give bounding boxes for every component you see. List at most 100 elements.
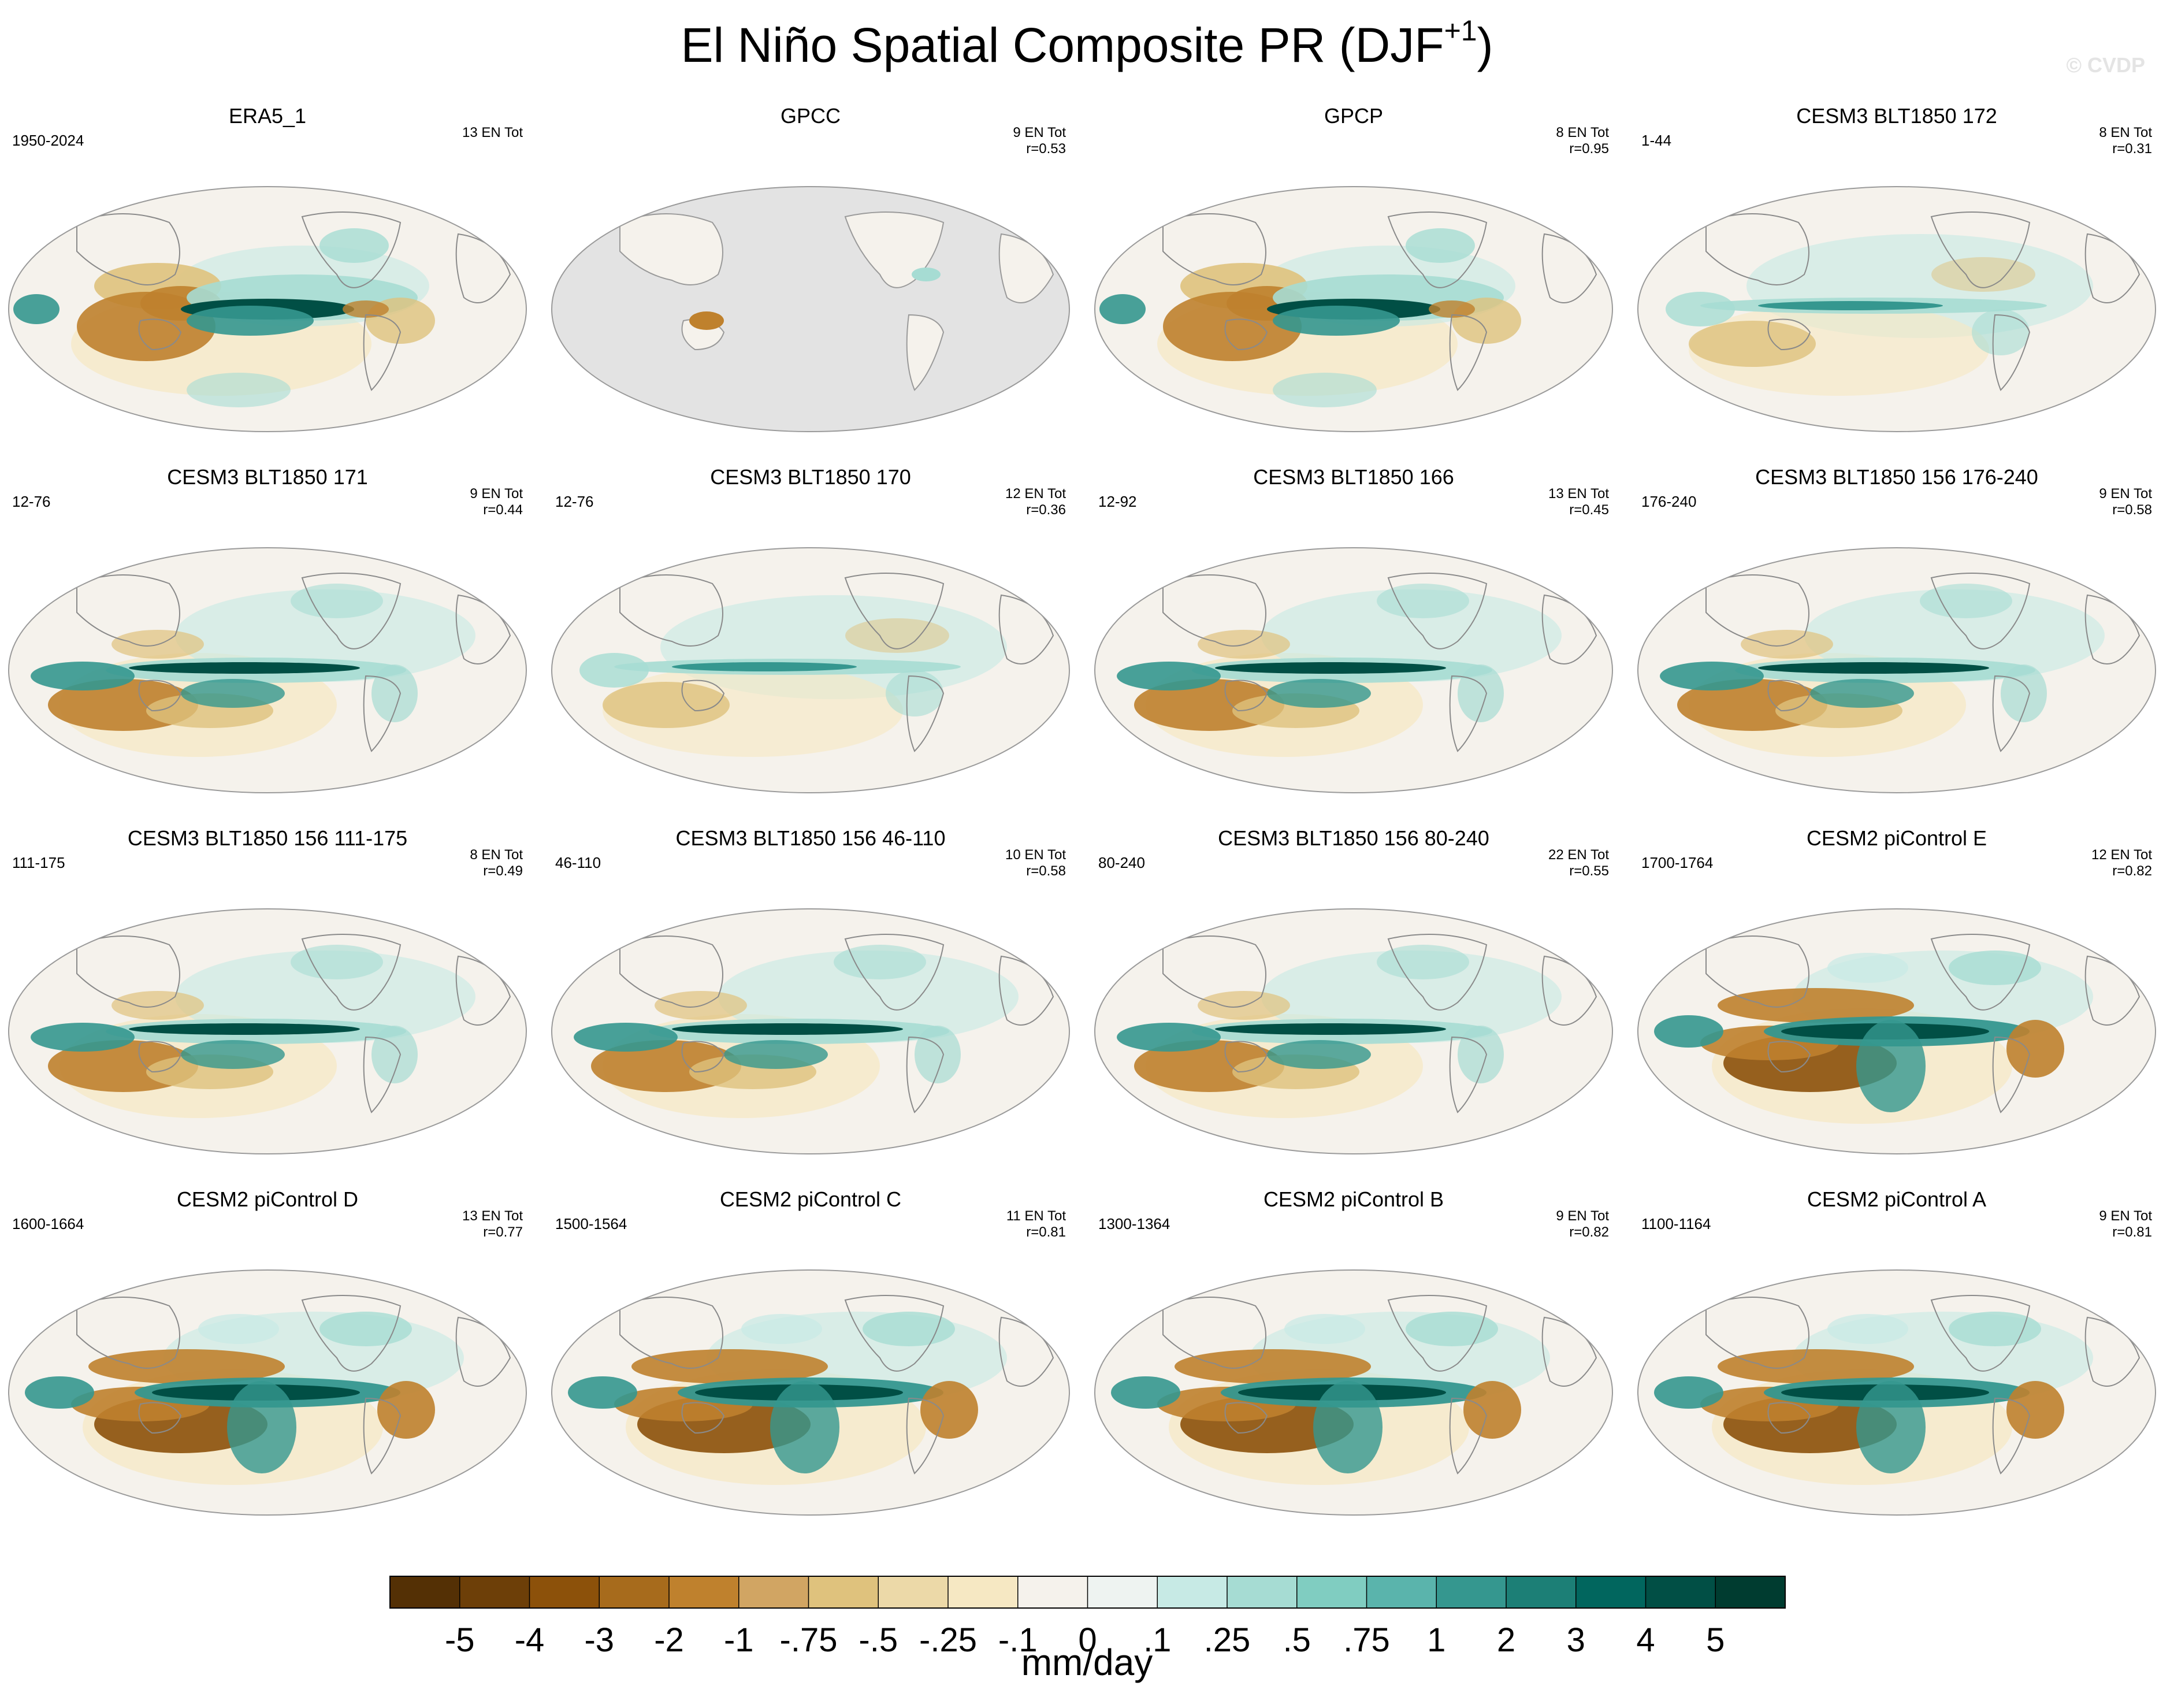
- precip-anomaly-blob: [1856, 1381, 1926, 1473]
- colorbar-tick-label: -.75: [780, 1621, 838, 1659]
- colorbar-segment: [1227, 1576, 1298, 1608]
- precip-anomaly-blob: [574, 1023, 678, 1052]
- precip-anomaly-blob: [1458, 664, 1504, 722]
- coastline: [1767, 680, 1811, 712]
- precip-anomaly-blob: [672, 662, 857, 671]
- map-border: [551, 1269, 1070, 1516]
- colorbar-segment: [878, 1576, 949, 1608]
- robinson-map: [1637, 186, 2156, 432]
- precip-anomaly-blob: [1215, 1023, 1446, 1035]
- precip-anomaly-blob: [1654, 1015, 1723, 1048]
- coastline: [138, 680, 182, 712]
- colorbar-tick-label: 0: [1078, 1621, 1097, 1659]
- event-count: 12 EN Tot: [2091, 847, 2152, 863]
- map-border: [551, 186, 1070, 432]
- precip-anomaly-blob: [1099, 294, 1146, 324]
- map-panel: GPCP 8 EN Tot r=0.95: [1088, 104, 1619, 462]
- event-count: 13 EN Tot: [462, 1208, 523, 1224]
- panel-stats: 9 EN Tot r=0.53: [1013, 125, 1066, 157]
- robinson-map: [551, 1269, 1070, 1516]
- colorbar-tick-label: .1: [1143, 1621, 1171, 1659]
- colorbar-segment: [1506, 1576, 1577, 1608]
- map-border: [8, 1269, 527, 1516]
- robinson-map: [8, 547, 527, 793]
- robinson-map: [551, 908, 1070, 1154]
- colorbar-tick-label: 1: [1427, 1621, 1445, 1659]
- panel-years: 46-110: [555, 854, 601, 871]
- panel-title: GPCC: [780, 104, 841, 128]
- pattern-correlation: r=0.53: [1026, 141, 1066, 157]
- precip-anomaly-blob: [319, 228, 389, 263]
- map-border: [1094, 186, 1613, 432]
- precip-anomaly-blob: [1827, 953, 1908, 983]
- coastline: [1930, 1295, 2031, 1372]
- precip-anomaly-blob: [88, 1349, 285, 1384]
- event-count: 13 EN Tot: [462, 125, 523, 140]
- coastline: [1705, 1297, 1809, 1369]
- coastline: [1930, 573, 2031, 649]
- coastline: [1224, 1402, 1268, 1434]
- coastline: [1449, 1397, 1488, 1475]
- coastline: [1705, 574, 1809, 647]
- map-border: [8, 547, 527, 793]
- cvdp-watermark: © CVDP: [2066, 53, 2145, 77]
- coastline: [138, 1402, 182, 1434]
- panel-title: CESM2 piControl E: [1806, 826, 1987, 850]
- map-border: [551, 908, 1070, 1154]
- map-border: [1094, 1269, 1613, 1516]
- colorbar-segment: [1366, 1576, 1437, 1608]
- colorbar-tick-label: -2: [654, 1621, 684, 1659]
- coastline: [1224, 1041, 1268, 1073]
- panel-stats: 12 EN Tot r=0.36: [1005, 486, 1066, 518]
- colorbar-tick-label: -3: [584, 1621, 614, 1659]
- precip-anomaly-blob: [886, 670, 943, 716]
- coastline: [1162, 574, 1266, 647]
- precip-anomaly-blob: [1718, 1349, 1914, 1384]
- panel-title: CESM3 BLT1850 171: [167, 465, 368, 489]
- coastline: [363, 314, 402, 391]
- map-panel: ERA5_1 1950-2024 13 EN Tot: [2, 104, 533, 462]
- panel-years: 1300-1364: [1098, 1215, 1170, 1232]
- panel-title: CESM3 BLT1850 156 46-110: [675, 826, 946, 850]
- event-count: 8 EN Tot: [470, 847, 523, 863]
- precip-anomaly-blob: [863, 1312, 955, 1346]
- precip-anomaly-blob: [1856, 1020, 1926, 1112]
- precip-anomaly-blob: [319, 1312, 412, 1346]
- precip-anomaly-blob: [1273, 306, 1400, 336]
- precip-anomaly-blob: [1377, 945, 1469, 979]
- precip-anomaly-blob: [1273, 373, 1377, 407]
- coastline: [1387, 211, 1488, 288]
- colorbar-segment: [1715, 1576, 1786, 1608]
- map-border: [551, 547, 1070, 793]
- precip-anomaly-blob: [1949, 950, 2041, 985]
- precip-anomaly-blob: [912, 268, 941, 281]
- map-panel: CESM2 piControl D 1600-1664 13 EN Tot r=0.7…: [2, 1187, 533, 1546]
- title-superscript: +1: [1444, 14, 1477, 47]
- coastline: [1767, 318, 1811, 351]
- colorbar-segment: [1296, 1576, 1367, 1608]
- event-count: 10 EN Tot: [1005, 847, 1066, 863]
- coastline: [138, 1041, 182, 1073]
- coastline: [1387, 573, 1488, 649]
- coastline: [301, 573, 402, 649]
- pattern-correlation: r=0.44: [483, 502, 523, 518]
- precip-anomaly-blob: [1758, 662, 1989, 674]
- coastline: [301, 1295, 402, 1372]
- map-panel: CESM3 BLT1850 156 176-240 176-240 9 EN Tot…: [1631, 465, 2162, 823]
- panel-years: 12-92: [1098, 493, 1137, 510]
- coastline: [1449, 314, 1488, 391]
- precip-anomaly-blob: [568, 1376, 637, 1409]
- robinson-map: [1637, 908, 2156, 1154]
- coastline: [844, 1295, 945, 1372]
- coastline: [1162, 213, 1266, 285]
- event-count: 8 EN Tot: [2099, 125, 2152, 140]
- land-data-region: [906, 314, 945, 391]
- panel-title: CESM3 BLT1850 172: [1796, 104, 1997, 128]
- precip-anomaly-blob: [1654, 1376, 1723, 1409]
- colorbar-segment: [459, 1576, 530, 1608]
- coastline: [681, 1402, 725, 1434]
- coastline: [844, 934, 945, 1011]
- precip-anomaly-blob: [1827, 1314, 1908, 1344]
- coastline: [1705, 935, 1809, 1008]
- precip-anomaly-blob: [1972, 309, 2030, 355]
